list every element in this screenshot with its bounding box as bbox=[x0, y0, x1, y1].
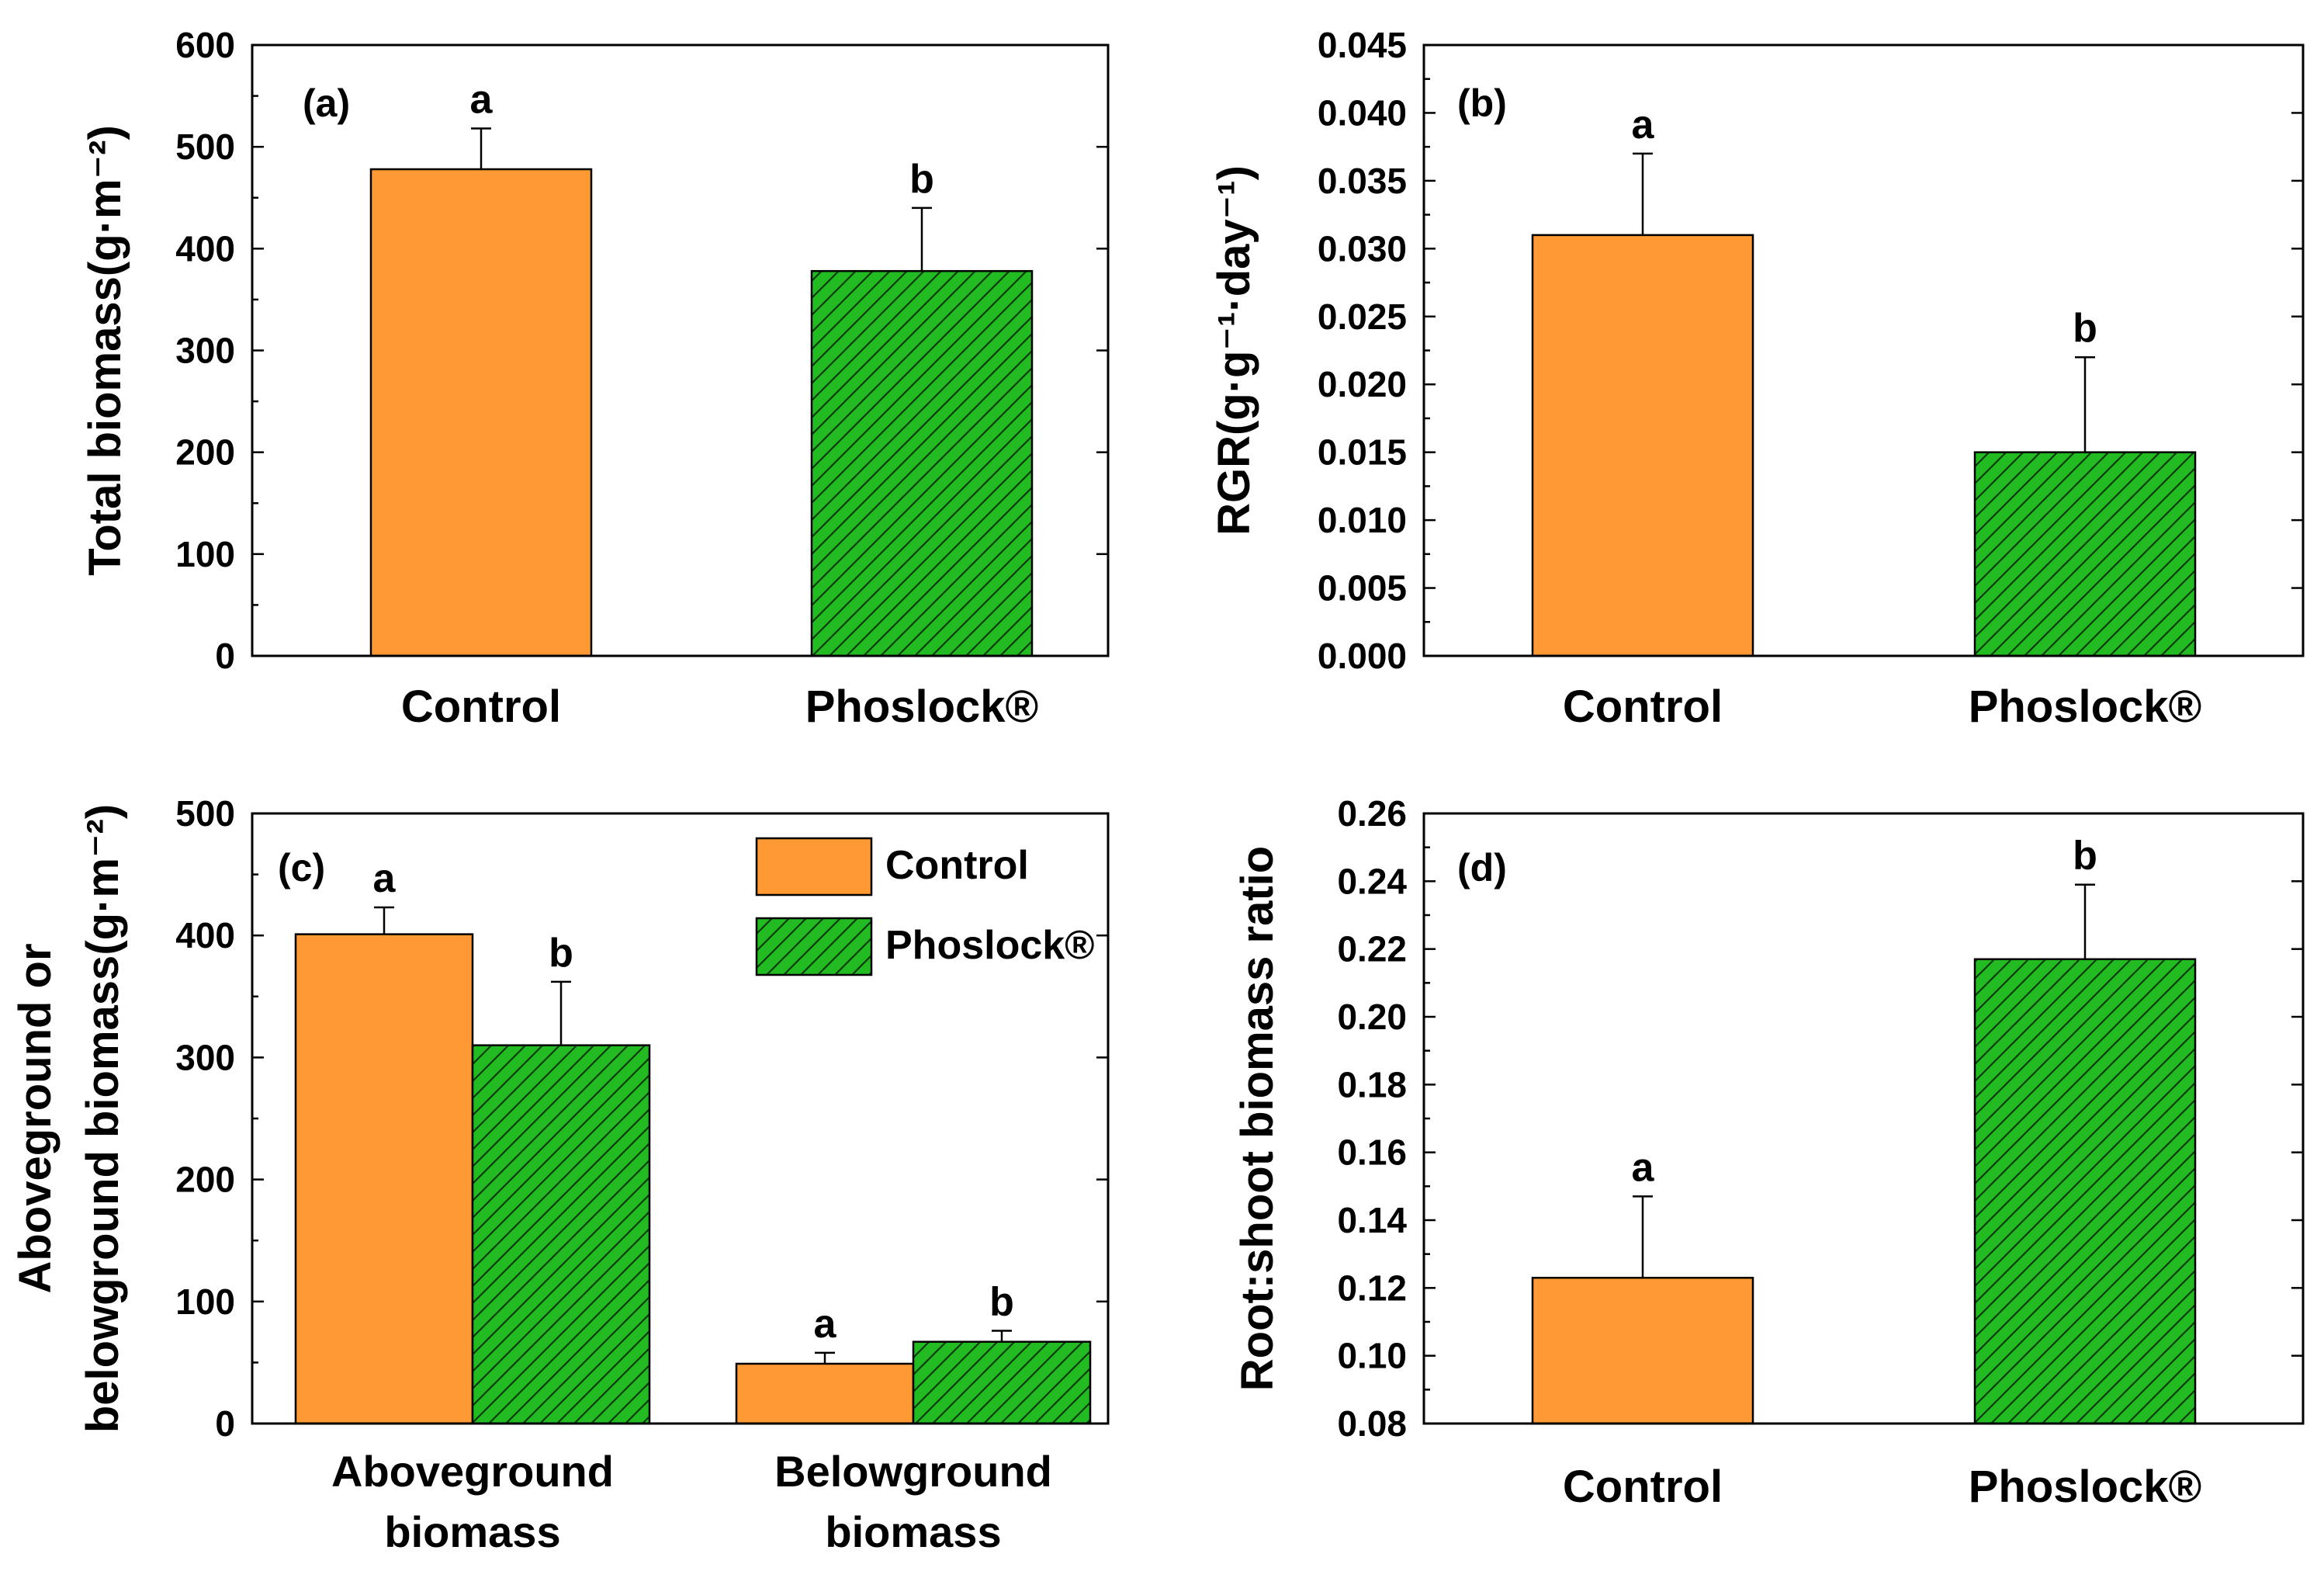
panel-a-total-biomass: 0 100 200 300 400 500 600 (a) Total biomass(g·m⁻… bbox=[80, 25, 1110, 732]
y-tick-label: 0.015 bbox=[1318, 432, 1407, 473]
x-tick-label: Belowground bbox=[774, 1447, 1052, 1496]
bar-phoslock bbox=[912, 1340, 1092, 1425]
y-tick-label: 100 bbox=[175, 1281, 235, 1322]
panel-b-rgr: 0.000 0.005 0.010 0.015 0.020 0.025 0.030 0.035… bbox=[1209, 25, 2305, 732]
bar-phoslock bbox=[471, 1044, 651, 1425]
y-tick-label: 0.08 bbox=[1337, 1403, 1407, 1444]
y-tick-label: 300 bbox=[175, 1037, 235, 1077]
x-tick-label-line2: biomass bbox=[825, 1507, 1001, 1556]
significance-letter: a bbox=[814, 1302, 837, 1347]
y-tick-label: 0.12 bbox=[1337, 1268, 1407, 1308]
bar-phoslock bbox=[810, 269, 1034, 657]
significance-letter: b bbox=[989, 1280, 1014, 1325]
y-tick-label: 0.18 bbox=[1337, 1064, 1407, 1105]
y-tick-label: 0.10 bbox=[1337, 1336, 1407, 1376]
significance-letter: a bbox=[373, 856, 397, 901]
plot-frame bbox=[251, 43, 1110, 657]
x-tick-label: Phoslock® bbox=[805, 681, 1039, 732]
y-tick-label: 500 bbox=[175, 127, 235, 167]
y-tick-label: 0.24 bbox=[1337, 861, 1407, 901]
y-tick-label: 0.005 bbox=[1318, 568, 1407, 609]
significance-letter: b bbox=[2073, 306, 2097, 351]
bar-control bbox=[1531, 234, 1754, 657]
panel-label: (c) bbox=[278, 846, 325, 890]
x-tick-label: Phoslock® bbox=[1969, 1462, 2202, 1512]
legend-label-phoslock: Phoslock® bbox=[885, 923, 1095, 968]
x-tick-label: Control bbox=[1563, 681, 1723, 732]
y-tick-label: 0.030 bbox=[1318, 228, 1407, 269]
y-tick-label: 500 bbox=[175, 793, 235, 834]
significance-letter: a bbox=[1632, 1145, 1655, 1190]
y-axis-label: Root:shoot biomass ratio bbox=[1232, 846, 1283, 1391]
y-tick-label: 100 bbox=[175, 534, 235, 574]
panel-label: (b) bbox=[1457, 81, 1507, 125]
x-tick-label: Phoslock® bbox=[1969, 681, 2202, 732]
significance-letter: a bbox=[470, 78, 494, 123]
y-tick-label: 200 bbox=[175, 1160, 235, 1200]
y-tick-label: 0.22 bbox=[1337, 929, 1407, 969]
y-tick-label: 0.035 bbox=[1318, 161, 1407, 201]
y-tick-label: 0 bbox=[215, 636, 235, 676]
y-tick-label: 600 bbox=[175, 25, 235, 65]
panel-label: (a) bbox=[303, 81, 350, 125]
panel-c-above-below-biomass: 0 100 200 300 400 500 (c) Aboveground or belowgr… bbox=[10, 793, 1110, 1556]
y-tick-label: 0.025 bbox=[1318, 297, 1407, 337]
y-tick-label: 400 bbox=[175, 915, 235, 955]
bar-phoslock bbox=[1973, 451, 2197, 657]
bar-phoslock bbox=[1973, 958, 2197, 1425]
y-axis-label: Total biomass(g·m⁻²) bbox=[80, 125, 130, 576]
y-tick-label: 0.010 bbox=[1318, 500, 1407, 540]
y-tick-label: 300 bbox=[175, 331, 235, 371]
x-tick-label: Aboveground bbox=[331, 1447, 614, 1496]
x-tick-label: Control bbox=[401, 681, 561, 732]
plot-frame bbox=[251, 812, 1110, 1425]
y-tick-label: 0.14 bbox=[1337, 1200, 1407, 1240]
y-axis-label: RGR(g·g⁻¹·day⁻¹) bbox=[1209, 165, 1259, 536]
y-tick-label: 0.045 bbox=[1318, 25, 1407, 65]
y-axis-label-line1: Aboveground or bbox=[10, 943, 61, 1293]
y-tick-label: 0.20 bbox=[1337, 997, 1407, 1037]
significance-letter: a bbox=[1632, 102, 1655, 147]
significance-letter: b bbox=[549, 931, 573, 976]
x-tick-label: Control bbox=[1563, 1462, 1723, 1512]
legend-swatch-control bbox=[755, 837, 873, 896]
x-tick-label-line2: biomass bbox=[384, 1507, 560, 1556]
y-tick-label: 0.000 bbox=[1318, 636, 1407, 676]
bar-control bbox=[369, 168, 593, 657]
significance-letter: b bbox=[2073, 834, 2097, 879]
panel-d-root-shoot-ratio: 0.08 0.10 0.12 0.14 0.16 0.18 0.20 0.22 0.24 0.26… bbox=[1232, 793, 2305, 1512]
y-tick-label: 0.040 bbox=[1318, 92, 1407, 133]
legend-swatch-phoslock bbox=[755, 917, 873, 976]
y-tick-label: 0.020 bbox=[1318, 364, 1407, 404]
significance-letter: b bbox=[909, 157, 934, 202]
panel-label: (d) bbox=[1457, 846, 1507, 890]
y-tick-label: 200 bbox=[175, 432, 235, 473]
legend-label-control: Control bbox=[885, 843, 1029, 888]
y-tick-label: 0.26 bbox=[1337, 793, 1407, 834]
bar-control bbox=[1531, 1276, 1754, 1425]
y-tick-label: 0 bbox=[215, 1403, 235, 1444]
y-tick-label: 0.16 bbox=[1337, 1132, 1407, 1173]
plot-frame bbox=[1422, 812, 2305, 1425]
bar-control bbox=[735, 1362, 915, 1425]
y-axis-label-line2: belowground biomass(g·m⁻²) bbox=[78, 804, 128, 1433]
bar-control bbox=[294, 933, 474, 1425]
y-tick-label: 400 bbox=[175, 228, 235, 269]
plot-frame bbox=[1422, 43, 2305, 657]
